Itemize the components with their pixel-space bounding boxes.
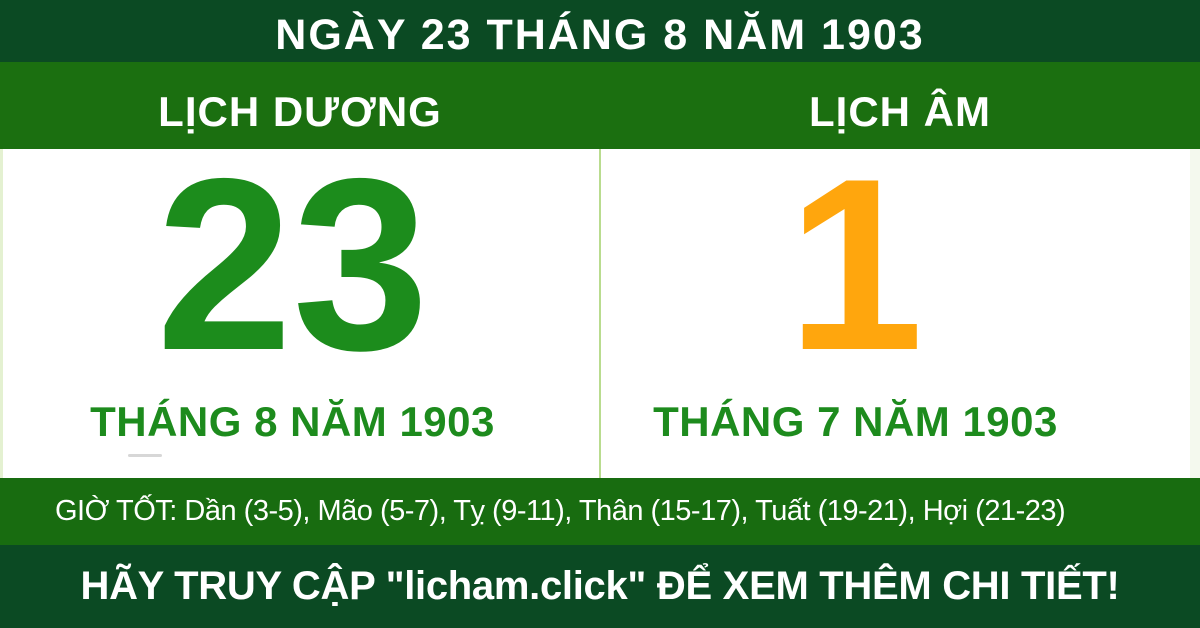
good-hours-bar: GIỜ TỐT: Dần (3-5), Mão (5-7), Tỵ (9-11)…: [0, 478, 1200, 545]
footer-text: HÃY TRUY CẬP "licham.click" ĐỂ XEM THÊM …: [80, 564, 1120, 608]
lunar-day-number: 1: [787, 127, 924, 401]
stray-mark: [128, 454, 162, 457]
solar-day-number: 23: [156, 127, 429, 401]
panel-divider: [599, 149, 601, 478]
lunar-calendar-label: LỊCH ÂM: [809, 87, 991, 135]
right-edge-tint: [1190, 149, 1200, 478]
header-bar: NGÀY 23 THÁNG 8 NĂM 1903: [0, 0, 1200, 62]
solar-month-year: THÁNG 8 NĂM 1903: [90, 398, 495, 445]
lunar-panel: 1 THÁNG 7 NĂM 1903: [601, 127, 1200, 478]
good-hours-text: GIỜ TỐT: Dần (3-5), Mão (5-7), Tỵ (9-11)…: [55, 495, 1066, 527]
footer-bar: HÃY TRUY CẬP "licham.click" ĐỂ XEM THÊM …: [0, 545, 1200, 628]
solar-calendar-label: LỊCH DƯƠNG: [158, 87, 442, 135]
page-title: NGÀY 23 THÁNG 8 NĂM 1903: [275, 10, 925, 59]
left-edge-tint: [0, 149, 3, 478]
calendar-body: 23 THÁNG 8 NĂM 1903 1 THÁNG 7 NĂM 1903: [0, 127, 1200, 478]
calendar-type-bar: LỊCH DƯƠNG LỊCH ÂM: [0, 62, 1200, 149]
lunar-month-year: THÁNG 7 NĂM 1903: [653, 398, 1058, 445]
solar-panel: 23 THÁNG 8 NĂM 1903: [0, 127, 599, 478]
